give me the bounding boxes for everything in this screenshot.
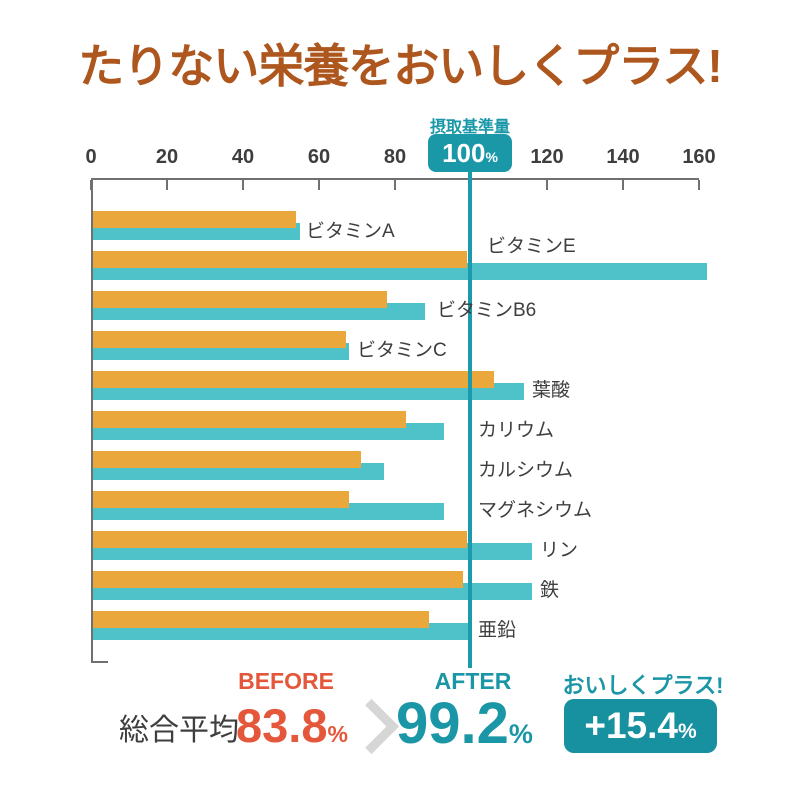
- category-label: ビタミンA: [306, 221, 395, 242]
- tick-mark-160: [698, 180, 700, 190]
- plus-badge: +15.4%: [564, 699, 717, 753]
- tick-label-140: 140: [606, 146, 640, 168]
- category-label: リン: [540, 540, 579, 561]
- before-bar: [93, 291, 388, 308]
- before-heading: BEFORE: [238, 668, 334, 694]
- after-heading: AFTER: [434, 668, 512, 694]
- before-bar: [93, 411, 407, 428]
- category-label: 葉酸: [532, 380, 571, 401]
- tick-mark-20: [166, 180, 168, 190]
- tick-mark-120: [546, 180, 548, 190]
- tick-label-20: 20: [155, 146, 179, 168]
- category-label: 亜鉛: [478, 620, 517, 641]
- category-label: ビタミンC: [357, 340, 447, 361]
- category-label: ビタミンB6: [437, 300, 537, 321]
- reference-unit: %: [485, 149, 498, 165]
- tick-mark-140: [622, 180, 624, 190]
- category-label: カルシウム: [478, 460, 574, 481]
- x-axis-line: [91, 178, 699, 180]
- before-bar: [93, 531, 468, 548]
- before-value: 83.8%: [236, 699, 348, 752]
- plus-heading: おいしくプラス!: [562, 673, 724, 698]
- before-bar: [93, 491, 350, 508]
- before-bar: [93, 211, 297, 228]
- before-bar: [93, 571, 464, 588]
- tick-label-0: 0: [85, 146, 97, 168]
- chevron-right-icon: [343, 698, 400, 755]
- before-bar: [93, 371, 494, 388]
- before-bar: [93, 251, 468, 268]
- category-label: マグネシウム: [478, 500, 593, 521]
- chart-left-border: [91, 178, 93, 663]
- before-bar: [93, 331, 346, 348]
- tick-label-80: 80: [383, 146, 407, 168]
- reference-value: 100: [442, 138, 486, 168]
- chart-bottom-corner: [91, 661, 108, 663]
- tick-label-120: 120: [530, 146, 564, 168]
- after-value: 99.2%: [396, 691, 533, 756]
- category-label: カリウム: [478, 420, 555, 441]
- summary-row-label: 総合平均: [119, 714, 239, 747]
- tick-mark-80: [394, 180, 396, 190]
- tick-mark-40: [242, 180, 244, 190]
- tick-label-160: 160: [682, 146, 716, 168]
- tick-mark-0: [90, 180, 92, 190]
- category-label: ビタミンE: [487, 236, 576, 257]
- page-title: たりない栄養をおいしくプラス!: [78, 40, 722, 92]
- before-bar: [93, 611, 430, 628]
- reference-badge: 100%: [428, 134, 512, 172]
- tick-mark-60: [318, 180, 320, 190]
- tick-label-40: 40: [231, 146, 255, 168]
- reference-line: [468, 172, 472, 668]
- category-label: 鉄: [540, 580, 560, 601]
- tick-label-60: 60: [307, 146, 331, 168]
- before-bar: [93, 451, 361, 468]
- reference-label: 摂取基準量: [429, 119, 510, 136]
